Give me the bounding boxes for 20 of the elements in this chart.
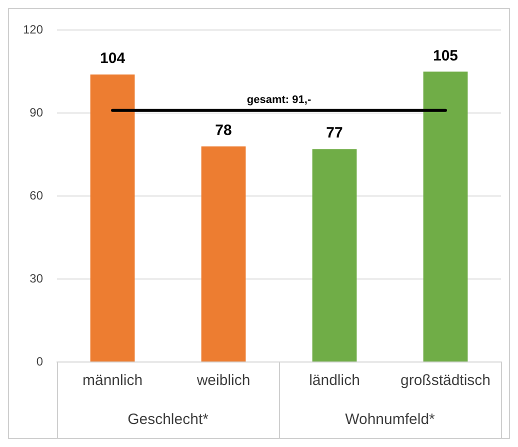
data-label: 78 <box>215 122 232 139</box>
data-label: 104 <box>100 50 126 68</box>
bar <box>201 146 246 362</box>
x-tick-label: weiblich <box>196 372 250 390</box>
x-tick-label: großstädtisch <box>400 372 491 390</box>
bar <box>90 74 135 362</box>
bar <box>312 149 357 362</box>
y-tick-label: 0 <box>36 354 44 368</box>
y-tick-label: 90 <box>30 105 44 120</box>
ref-line-label: gesamt: 91,- <box>246 94 312 106</box>
data-label: 105 <box>432 47 458 64</box>
x-tick-label: männlich <box>82 372 143 390</box>
data-label: 77 <box>326 124 343 142</box>
bar <box>423 72 468 362</box>
text: Geschlecht* <box>128 411 209 428</box>
y-tick-label: 120 <box>22 22 44 37</box>
text: Wohnumfeld* <box>345 411 436 428</box>
y-tick-label: 60 <box>30 188 44 202</box>
x-tick-label: ländlich <box>309 372 360 390</box>
y-tick-label: 30 <box>30 271 44 286</box>
